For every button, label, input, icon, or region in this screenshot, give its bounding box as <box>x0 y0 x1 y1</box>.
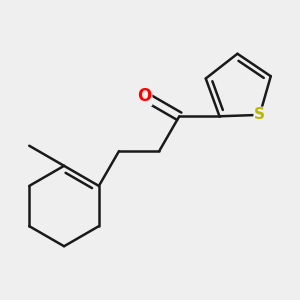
Text: S: S <box>254 107 265 122</box>
Text: O: O <box>137 87 152 105</box>
